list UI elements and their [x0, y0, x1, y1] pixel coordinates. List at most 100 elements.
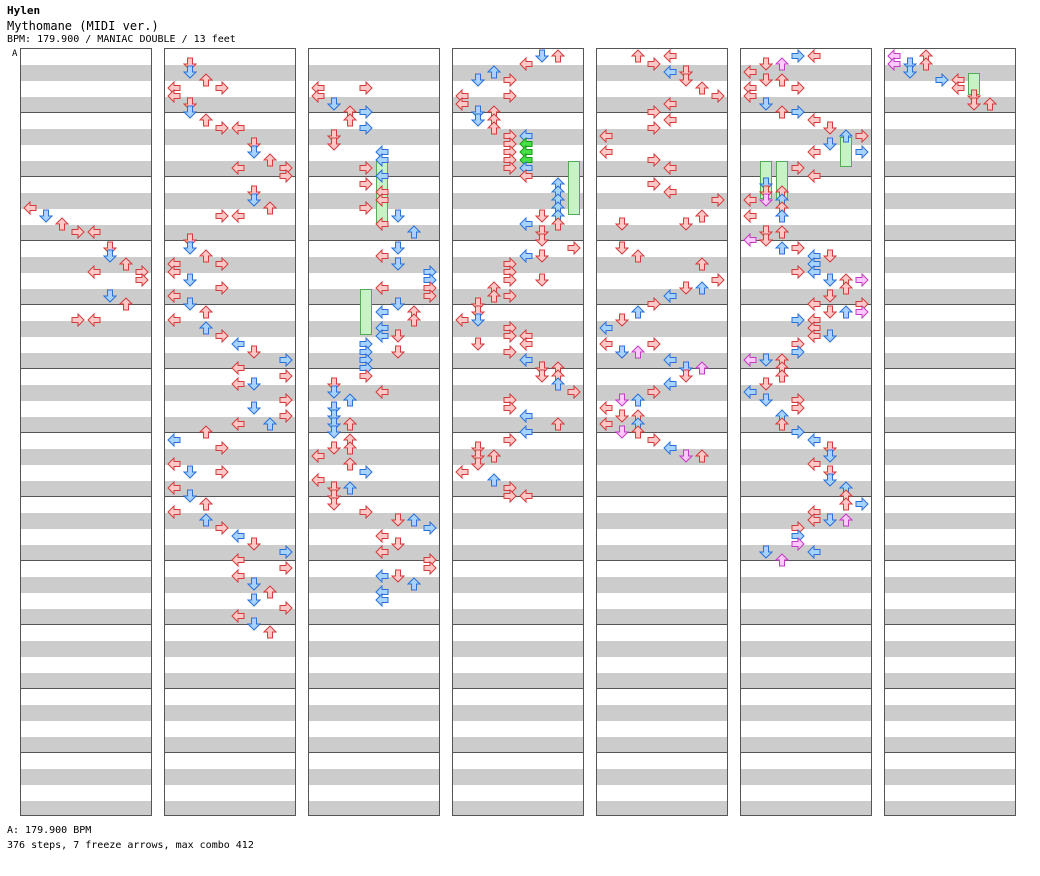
right-arrow-icon: [791, 313, 805, 327]
down-arrow-icon: [327, 97, 341, 111]
measure-line: [597, 624, 727, 625]
up-arrow-icon: [487, 449, 501, 463]
up-arrow-icon: [407, 225, 421, 239]
measure-line: [309, 560, 439, 561]
up-arrow-icon: [263, 201, 277, 215]
bpm-section-marker: A: [12, 49, 18, 59]
down-arrow-icon: [391, 345, 405, 359]
up-arrow-icon: [199, 73, 213, 87]
measure-line: [741, 432, 871, 433]
measure-line: [165, 112, 295, 113]
left-arrow-icon: [311, 473, 325, 487]
right-arrow-icon: [279, 545, 293, 559]
right-arrow-icon: [279, 369, 293, 383]
measure-line: [741, 240, 871, 241]
up-arrow-icon: [839, 129, 853, 143]
up-arrow-icon: [199, 513, 213, 527]
left-arrow-icon: [743, 65, 757, 79]
right-arrow-icon: [503, 273, 517, 287]
up-arrow-icon: [407, 313, 421, 327]
up-arrow-icon: [487, 289, 501, 303]
up-arrow-icon: [775, 209, 789, 223]
left-arrow-icon: [887, 57, 901, 71]
left-arrow-icon: [599, 417, 613, 431]
down-arrow-icon: [471, 337, 485, 351]
left-arrow-icon: [375, 569, 389, 583]
right-arrow-icon: [279, 353, 293, 367]
left-arrow-icon: [743, 353, 757, 367]
measure-line: [21, 304, 151, 305]
up-arrow-icon: [199, 497, 213, 511]
up-arrow-icon: [631, 345, 645, 359]
measure-line: [21, 240, 151, 241]
measure-line: [885, 688, 1015, 689]
up-arrow-icon: [775, 369, 789, 383]
right-arrow-icon: [359, 161, 373, 175]
down-arrow-icon: [535, 49, 549, 63]
measure-line: [597, 176, 727, 177]
chart-column-3: [308, 48, 440, 816]
left-arrow-icon: [167, 265, 181, 279]
right-arrow-icon: [791, 49, 805, 63]
measure-line: [165, 688, 295, 689]
down-arrow-icon: [823, 137, 837, 151]
right-arrow-icon: [503, 401, 517, 415]
right-arrow-icon: [423, 289, 437, 303]
right-arrow-icon: [503, 345, 517, 359]
measure-line: [21, 688, 151, 689]
measure-line: [21, 560, 151, 561]
chart-info: BPM: 179.900 / MANIAC DOUBLE / 13 feet: [7, 34, 236, 45]
left-arrow-icon: [375, 385, 389, 399]
left-arrow-icon: [663, 289, 677, 303]
down-arrow-icon: [183, 297, 197, 311]
left-arrow-icon: [519, 217, 533, 231]
measure-line: [309, 432, 439, 433]
down-arrow-icon: [615, 409, 629, 423]
up-arrow-icon: [551, 217, 565, 231]
right-arrow-icon: [279, 393, 293, 407]
left-arrow-icon: [375, 169, 389, 183]
measure-line: [597, 560, 727, 561]
right-arrow-icon: [711, 193, 725, 207]
up-arrow-icon: [343, 481, 357, 495]
right-arrow-icon: [359, 105, 373, 119]
down-arrow-icon: [183, 465, 197, 479]
left-arrow-icon: [231, 209, 245, 223]
down-arrow-icon: [967, 97, 981, 111]
measure-line: [597, 432, 727, 433]
right-arrow-icon: [855, 497, 869, 511]
up-arrow-icon: [343, 417, 357, 431]
right-arrow-icon: [855, 129, 869, 143]
down-arrow-icon: [103, 289, 117, 303]
left-arrow-icon: [87, 313, 101, 327]
measure-line: [885, 624, 1015, 625]
down-arrow-icon: [391, 513, 405, 527]
chart-column-6: [740, 48, 872, 816]
right-arrow-icon: [647, 337, 661, 351]
measure-line: [597, 752, 727, 753]
right-arrow-icon: [215, 121, 229, 135]
measure-line: [21, 752, 151, 753]
up-arrow-icon: [631, 49, 645, 63]
left-arrow-icon: [663, 353, 677, 367]
right-arrow-icon: [71, 225, 85, 239]
left-arrow-icon: [807, 169, 821, 183]
measure-line: [453, 624, 583, 625]
down-arrow-icon: [471, 457, 485, 471]
left-arrow-icon: [519, 425, 533, 439]
left-arrow-icon: [231, 417, 245, 431]
down-arrow-icon: [327, 441, 341, 455]
up-arrow-icon: [775, 105, 789, 119]
measure-line: [597, 112, 727, 113]
up-arrow-icon: [695, 81, 709, 95]
up-arrow-icon: [551, 417, 565, 431]
left-arrow-icon: [167, 457, 181, 471]
down-arrow-icon: [823, 329, 837, 343]
up-arrow-icon: [343, 441, 357, 455]
song-title: Mythomane (MIDI ver.): [7, 19, 159, 33]
up-arrow-icon: [487, 121, 501, 135]
left-arrow-icon: [519, 249, 533, 263]
right-arrow-icon: [855, 273, 869, 287]
left-arrow-icon: [455, 465, 469, 479]
left-arrow-icon: [519, 489, 533, 503]
